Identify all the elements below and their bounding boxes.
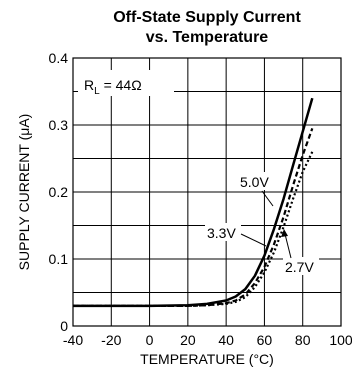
x-tick-label: 100 (329, 332, 352, 348)
y-axis-label: SUPPLY CURRENT (μA) (16, 114, 32, 271)
x-tick-label: 20 (180, 332, 196, 348)
rl-annotation-subscript: L (94, 86, 100, 97)
y-tick-label: 0.1 (49, 251, 69, 267)
y-tick-label: 0.2 (49, 184, 69, 200)
series-label-3v3: 3.3V (207, 225, 236, 241)
y-tick-label: 0.4 (49, 50, 69, 66)
chart-title-line-1: Off-State Supply Current (113, 9, 301, 26)
x-tick-label: -20 (101, 332, 121, 348)
x-tick-label: -40 (63, 332, 83, 348)
series-lines (73, 97, 314, 308)
label-3v3-background (205, 223, 241, 241)
label-5v-background (238, 172, 274, 190)
x-tick-label: 60 (257, 332, 273, 348)
series-label-5v: 5.0V (240, 174, 269, 190)
leader-line-3v3 (240, 233, 267, 247)
plot-grid (73, 58, 341, 326)
chart-title-line-2: vs. Temperature (146, 29, 269, 46)
y-tick-label: 0.3 (49, 117, 69, 133)
x-tick-label: 40 (218, 332, 234, 348)
x-tick-labels: -40 -20 0 20 40 60 80 100 (63, 332, 352, 348)
rl-annotation: RL = 44Ω (84, 77, 142, 97)
x-axis-label: TEMPERATURE (°C) (140, 351, 274, 367)
rl-annotation-prefix: R (84, 77, 94, 93)
x-tick-label: 80 (295, 332, 311, 348)
y-tick-label: 0 (60, 318, 68, 334)
series-line-3-3v (73, 128, 314, 307)
label-2v7-background (283, 257, 319, 275)
plot-frame (72, 57, 342, 327)
series-line-5-0v (73, 97, 314, 308)
leader-arrow-2v7 (281, 229, 288, 237)
x-tick-label: 0 (146, 332, 154, 348)
series-line-2-7v (73, 151, 314, 307)
leader-line-5v (261, 190, 274, 207)
series-label-2v7: 2.7V (285, 259, 314, 275)
rl-annotation-suffix: = 44Ω (100, 77, 142, 93)
y-tick-labels: 0 0.1 0.2 0.3 0.4 (49, 50, 69, 334)
rl-annotation-background (78, 70, 174, 96)
leader-line-2v7 (284, 233, 292, 259)
